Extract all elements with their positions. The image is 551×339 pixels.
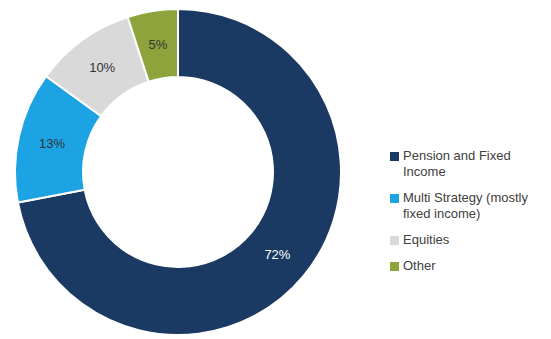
svg-text:13%: 13% [39, 136, 65, 151]
html-text:Equities: Equities [403, 232, 450, 247]
html-text:Other: Other [403, 258, 436, 273]
html-text:Multi Strategy (mostly fixed i: Multi Strategy (mostly fixed income) [403, 190, 528, 221]
svg-text:72%: 72% [264, 247, 290, 262]
svg-text:10%: 10% [89, 60, 115, 75]
html-text:Pension and Fixed Income: Pension and Fixed Income [403, 148, 511, 179]
svg-text:5%: 5% [148, 37, 167, 52]
